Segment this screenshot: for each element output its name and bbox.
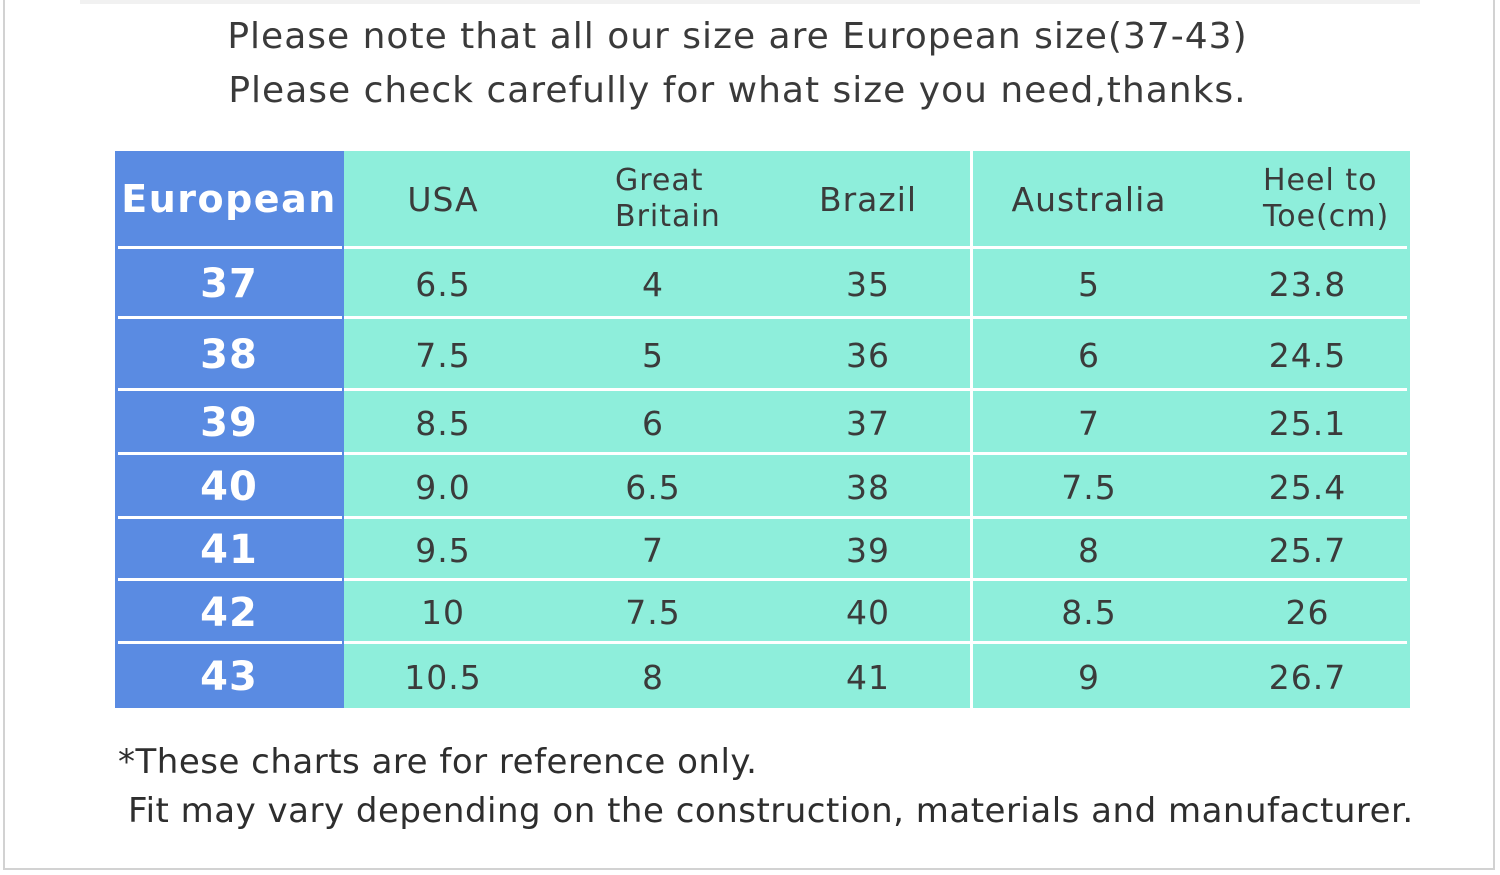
cell-usa: 10 (421, 593, 465, 632)
cell-heel-to-toe: 25.1 (1268, 403, 1347, 443)
cell-heel-to-toe: 26.7 (1268, 657, 1347, 697)
column-divider (970, 151, 973, 708)
cell-australia: 7 (1078, 403, 1100, 443)
intro-line-1: Please note that all our size are Europe… (227, 16, 1248, 57)
cell-usa: 10.5 (404, 657, 482, 697)
cell-great-britain: 7 (642, 530, 664, 570)
cell-heel-to-toe: 25.7 (1268, 530, 1347, 570)
cell-usa: 9.5 (415, 530, 471, 570)
row-divider (118, 516, 1407, 519)
cell-great-britain: 5 (642, 335, 664, 375)
cell-australia: 8.5 (1061, 593, 1117, 632)
intro-line-2: Please check carefully for what size you… (228, 70, 1247, 111)
cell-australia: 7.5 (1061, 467, 1117, 507)
cell-australia: 6 (1078, 335, 1100, 375)
row-divider (118, 641, 1407, 644)
cell-heel-to-toe: 23.8 (1268, 264, 1347, 304)
reference-note: *These charts are for reference only. (118, 742, 758, 782)
cell-great-britain: 6.5 (625, 467, 681, 507)
cell-australia: 9 (1078, 657, 1100, 697)
cell-great-britain: 7.5 (625, 593, 681, 632)
cell-usa: 8.5 (415, 403, 471, 443)
cell-brazil: 41 (846, 657, 890, 697)
cell-brazil: 38 (846, 467, 890, 507)
cell-australia: 8 (1078, 530, 1100, 570)
top-rule (80, 0, 1420, 4)
cell-brazil: 36 (846, 335, 890, 375)
cell-brazil: 37 (846, 403, 890, 443)
cell-great-britain: 4 (642, 264, 664, 304)
cell-european: 40 (200, 464, 258, 510)
row-divider (118, 578, 1407, 581)
cell-brazil: 40 (846, 593, 890, 632)
row-divider (118, 452, 1407, 455)
cell-great-britain: 8 (642, 657, 664, 697)
cell-european: 37 (200, 261, 258, 307)
row-divider (118, 316, 1407, 319)
cell-brazil: 39 (846, 530, 890, 570)
cell-australia: 5 (1078, 264, 1100, 304)
cell-european: 42 (200, 589, 258, 636)
cell-usa: 7.5 (415, 335, 471, 375)
cell-european: 38 (200, 332, 258, 378)
cell-great-britain: 6 (642, 403, 664, 443)
cell-heel-to-toe: 26 (1285, 593, 1330, 632)
size-chart-table: European USA Great Britain Brazil Australia H… (115, 151, 1410, 708)
column-divider (342, 151, 344, 708)
european-column-background (115, 151, 343, 708)
cell-european: 39 (200, 400, 258, 446)
cell-usa: 6.5 (415, 264, 471, 304)
cell-usa: 9.0 (415, 467, 471, 507)
cell-european: 43 (200, 654, 258, 700)
header-australia: Australia (1011, 179, 1167, 219)
header-brazil: Brazil (818, 179, 918, 219)
cell-heel-to-toe: 24.5 (1268, 335, 1347, 375)
header-heel-to-toe: Heel to Toe(cm) (1263, 163, 1390, 234)
cell-brazil: 35 (846, 264, 890, 304)
image-frame (3, 0, 1495, 870)
header-usa: USA (407, 179, 479, 219)
fit-disclaimer: Fit may vary depending on the constructi… (128, 791, 1414, 831)
row-divider (118, 246, 1407, 249)
cell-heel-to-toe: 25.4 (1268, 467, 1347, 507)
header-great-britain: Great Britain (615, 163, 721, 234)
cell-european: 41 (200, 527, 258, 573)
header-european: European (121, 177, 337, 221)
row-divider (118, 388, 1407, 391)
